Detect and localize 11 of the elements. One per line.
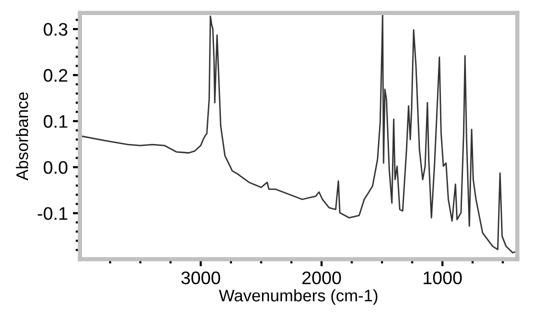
y-tick-label: 0.3: [44, 23, 68, 36]
x-tick-label: 2000: [302, 271, 341, 284]
y-tick-label: -0.1: [38, 207, 68, 220]
y-tick-label: 0.1: [44, 115, 68, 128]
x-axis-title: Wavenumbers (cm-1): [218, 289, 378, 305]
y-tick-label: 0.0: [44, 161, 68, 174]
line-series: [80, 14, 518, 254]
y-tick-label: 0.2: [44, 69, 68, 82]
y-axis-title: Absorbance: [16, 92, 28, 181]
x-tick-label: 3000: [181, 271, 220, 284]
x-tick-label: 1000: [424, 271, 462, 284]
